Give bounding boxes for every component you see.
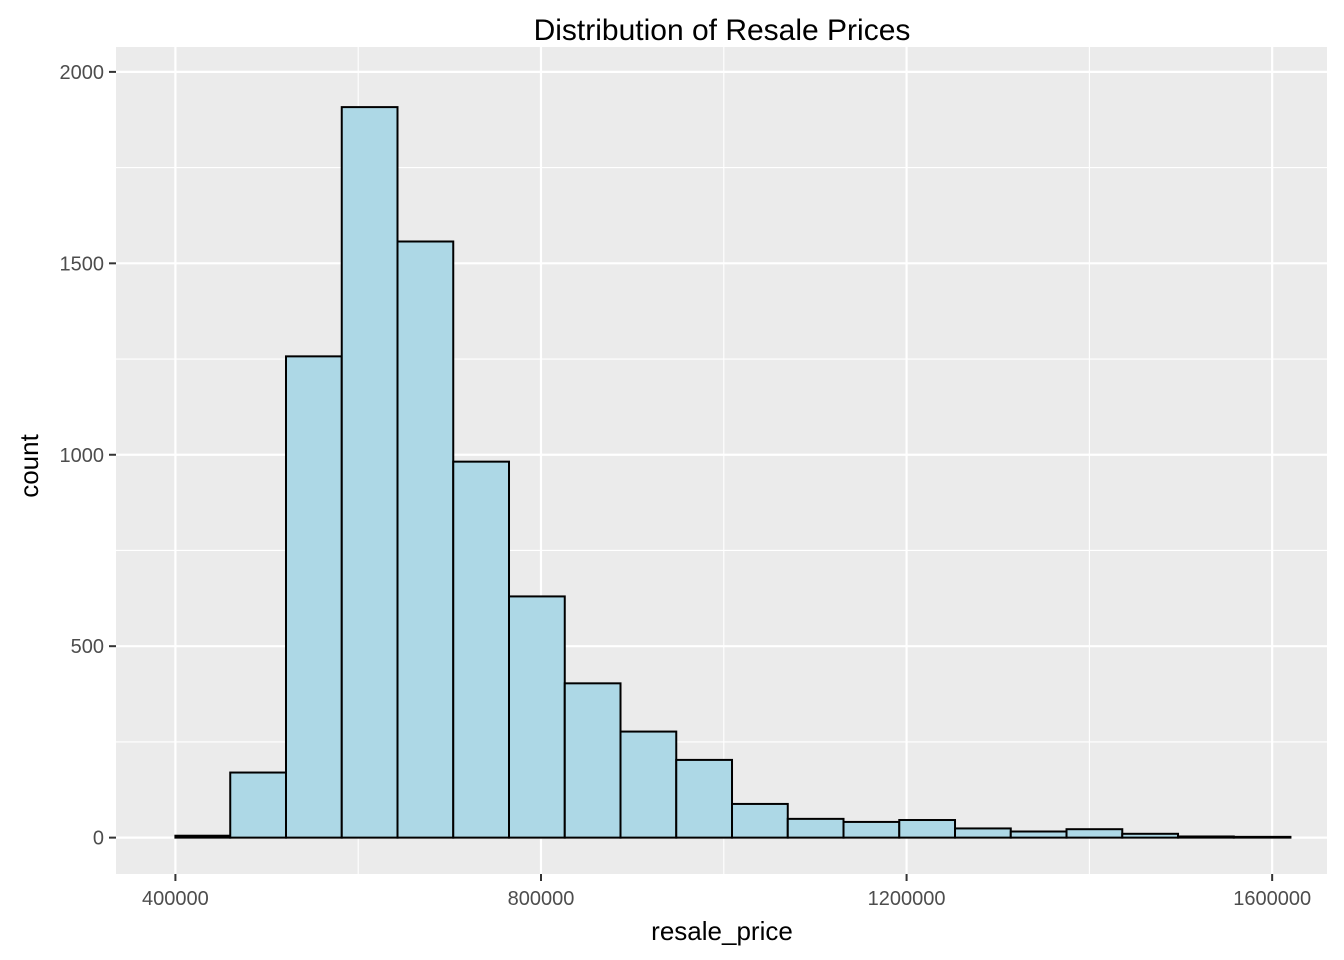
chart-title: Distribution of Resale Prices — [534, 14, 911, 47]
histogram-bar — [508, 595, 566, 839]
histogram-bar — [898, 819, 957, 839]
y-tick-label: 500 — [71, 636, 104, 658]
histogram-bar — [563, 682, 622, 839]
histogram-bar — [1065, 828, 1124, 839]
y-axis: 0 500 1000 1500 2000 — [60, 62, 116, 850]
x-axis: 400000 800000 1200000 1600000 — [142, 874, 1311, 910]
histogram-bar — [229, 771, 287, 839]
histogram-bar — [452, 460, 511, 839]
histogram-bar — [284, 355, 343, 839]
histogram-bar — [396, 240, 455, 839]
histogram-bar — [786, 817, 845, 839]
histogram-bar — [1009, 830, 1068, 839]
histogram-bars — [174, 106, 1292, 839]
histogram-bar — [731, 802, 789, 839]
histogram-bar — [1232, 835, 1292, 839]
histogram-bar — [619, 730, 678, 839]
x-tick-label: 400000 — [142, 888, 209, 910]
histogram-bar — [842, 820, 901, 839]
x-tick-label: 800000 — [508, 888, 575, 910]
y-tick-label: 0 — [93, 828, 104, 850]
histogram-bar — [675, 758, 734, 839]
x-tick-label: 1200000 — [868, 888, 946, 910]
histogram-bar — [174, 834, 232, 839]
histogram-bar — [1121, 832, 1180, 839]
x-axis-title: resale_price — [651, 916, 793, 946]
histogram-bar — [954, 827, 1012, 839]
histogram-bar — [1177, 835, 1235, 839]
x-tick-label: 1600000 — [1233, 888, 1311, 910]
y-tick-label: 1000 — [60, 445, 105, 467]
y-tick-label: 1500 — [60, 253, 105, 275]
y-tick-label: 2000 — [60, 62, 105, 84]
histogram-bar — [340, 106, 399, 839]
y-axis-title: count — [14, 433, 44, 497]
